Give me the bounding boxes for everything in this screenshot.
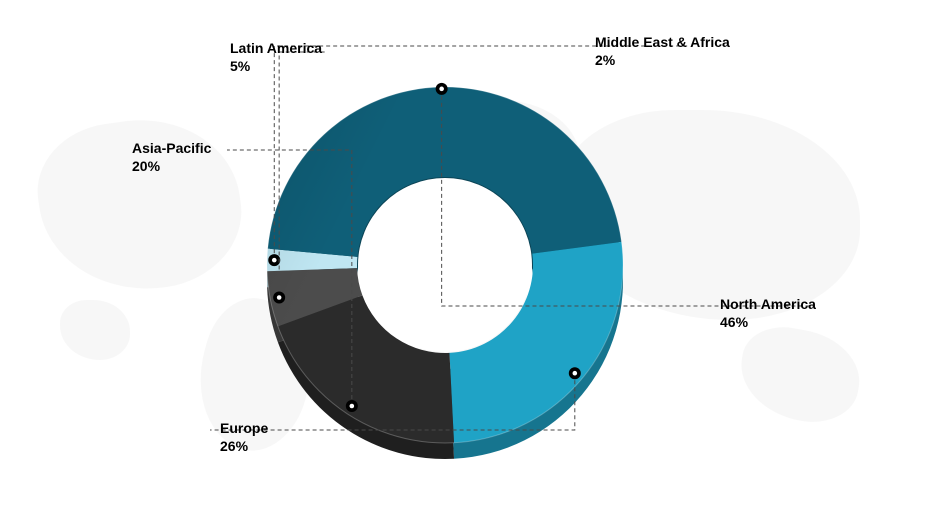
donut-chart-svg — [0, 0, 925, 521]
slice-label-pct: 20% — [132, 158, 211, 176]
slice-label: Latin America 5% — [230, 40, 322, 75]
slice-label: North America 46% — [720, 296, 816, 331]
slice-label-text: Middle East & Africa — [595, 34, 730, 50]
slice-label-text: North America — [720, 296, 816, 312]
slice-label-text: Latin America — [230, 40, 322, 56]
slice-label-text: Asia-Pacific — [132, 140, 211, 156]
slice-label-pct: 2% — [595, 52, 730, 70]
slice-label: Middle East & Africa 2% — [595, 34, 730, 69]
slice-label-text: Europe — [220, 420, 268, 436]
slice-label-pct: 46% — [720, 314, 816, 332]
slice-label: Asia-Pacific 20% — [132, 140, 211, 175]
slice-label-pct: 26% — [220, 438, 268, 456]
donut-chart — [0, 0, 925, 521]
slice-label: Europe 26% — [220, 420, 268, 455]
slice-label-pct: 5% — [230, 58, 322, 76]
